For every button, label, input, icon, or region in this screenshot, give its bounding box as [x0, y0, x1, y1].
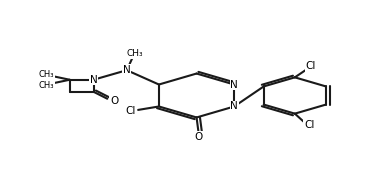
Text: CH₃: CH₃ — [39, 70, 54, 79]
Text: N: N — [230, 79, 238, 90]
Text: N: N — [90, 75, 98, 85]
Text: CH₃: CH₃ — [39, 81, 54, 90]
Text: CH₃: CH₃ — [126, 49, 143, 58]
Text: Cl: Cl — [125, 106, 136, 116]
Text: N: N — [123, 65, 131, 75]
Text: N: N — [230, 101, 238, 112]
Text: Cl: Cl — [305, 61, 316, 71]
Text: O: O — [110, 96, 118, 106]
Text: O: O — [194, 132, 203, 142]
Text: Cl: Cl — [304, 120, 314, 130]
